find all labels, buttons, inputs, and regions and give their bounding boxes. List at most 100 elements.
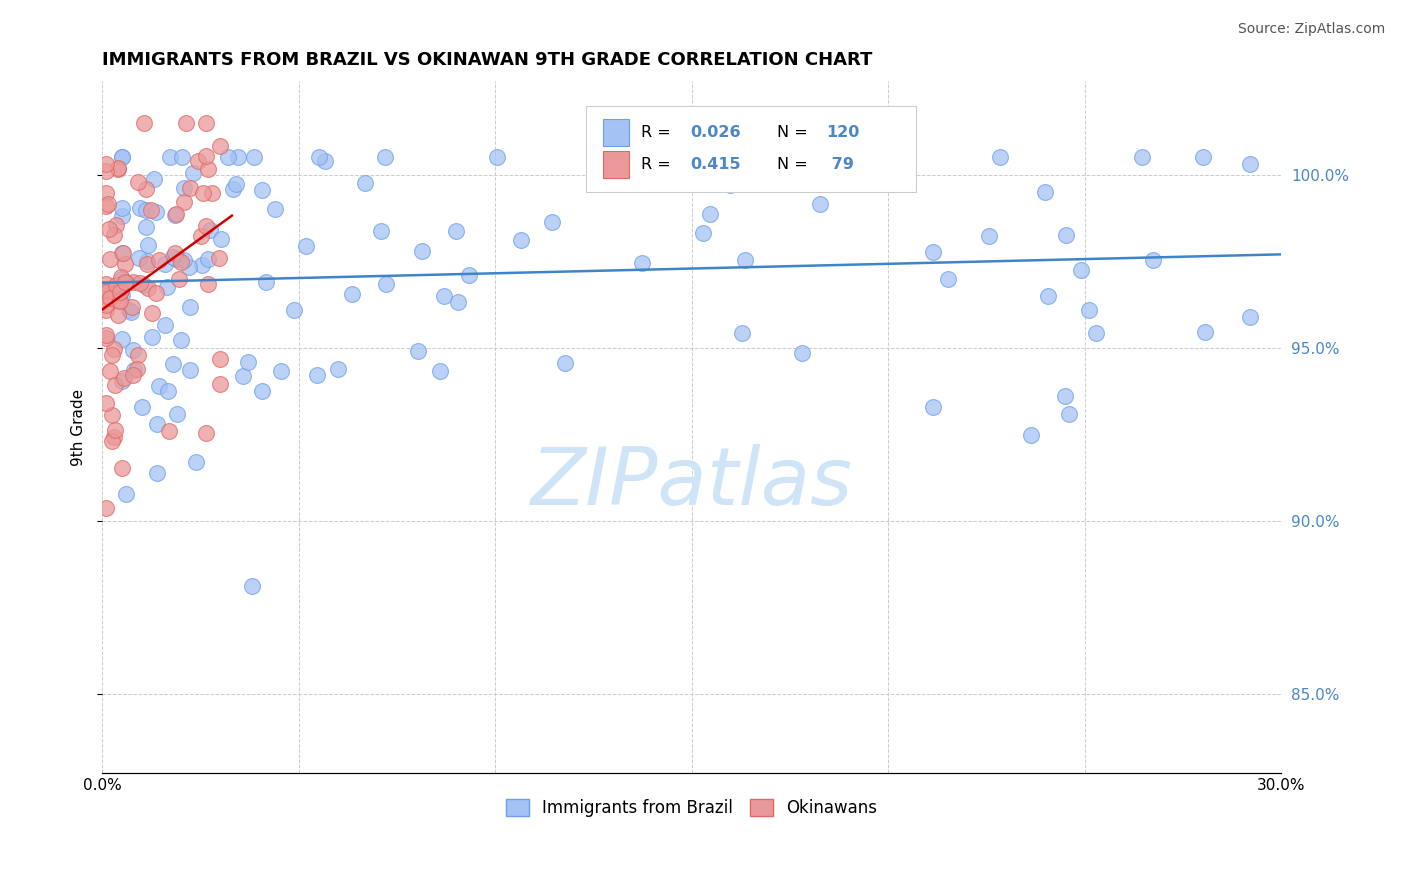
Point xyxy=(108,294,131,309)
Point xyxy=(165,252,187,266)
Point xyxy=(107,161,129,176)
Point xyxy=(209,352,232,367)
Point xyxy=(148,253,170,268)
Point xyxy=(118,303,141,318)
Point xyxy=(179,300,201,314)
Point xyxy=(162,250,184,264)
Point xyxy=(100,364,122,378)
Point xyxy=(938,271,960,285)
Point xyxy=(183,166,205,180)
Point xyxy=(692,226,714,240)
Point xyxy=(433,289,456,303)
Legend: Immigrants from Brazil, Okinawans: Immigrants from Brazil, Okinawans xyxy=(499,792,884,824)
Point xyxy=(745,151,768,165)
Point xyxy=(111,460,134,475)
Point xyxy=(1019,427,1042,442)
Point xyxy=(201,186,224,200)
Point xyxy=(250,184,273,198)
Point xyxy=(136,257,159,271)
Point xyxy=(1239,310,1261,324)
Point xyxy=(218,151,240,165)
Point xyxy=(122,368,145,383)
Point xyxy=(122,363,145,377)
Text: R =: R = xyxy=(641,157,676,172)
Point xyxy=(107,294,129,309)
Point xyxy=(444,224,467,238)
Point xyxy=(191,258,214,272)
Point xyxy=(111,272,134,286)
Text: 79: 79 xyxy=(827,157,853,172)
Point xyxy=(1130,151,1153,165)
Point xyxy=(173,181,195,195)
Point xyxy=(101,408,124,422)
Point xyxy=(263,202,285,216)
Point xyxy=(132,116,155,130)
Point xyxy=(179,362,201,376)
Point xyxy=(103,342,125,356)
Point xyxy=(135,220,157,235)
Point xyxy=(138,238,160,252)
Point xyxy=(208,139,231,153)
Point xyxy=(166,407,188,421)
Point xyxy=(111,332,134,346)
Point xyxy=(270,364,292,378)
Point xyxy=(135,253,157,268)
Point xyxy=(104,277,127,292)
Point xyxy=(94,501,117,516)
Point xyxy=(94,395,117,409)
Point xyxy=(148,379,170,393)
Point xyxy=(242,151,264,165)
Point xyxy=(1078,303,1101,318)
Point xyxy=(135,203,157,218)
Point xyxy=(873,151,896,165)
Point xyxy=(111,277,134,291)
Point xyxy=(94,327,117,342)
Point xyxy=(94,157,117,171)
Point xyxy=(731,326,754,340)
Point xyxy=(209,232,232,246)
Point xyxy=(114,487,136,501)
Point xyxy=(104,378,127,392)
Point xyxy=(197,277,219,291)
Point xyxy=(374,277,396,291)
Point xyxy=(111,246,134,260)
Text: 0.026: 0.026 xyxy=(690,125,741,140)
Point xyxy=(111,151,134,165)
Point xyxy=(305,368,328,383)
Point xyxy=(94,285,117,300)
Point xyxy=(169,333,191,347)
Point xyxy=(979,229,1001,244)
Point xyxy=(631,256,654,270)
Point xyxy=(145,467,167,481)
Point xyxy=(699,207,721,221)
Point xyxy=(179,180,201,194)
Text: ZIPatlas: ZIPatlas xyxy=(530,443,852,522)
Y-axis label: 9th Grade: 9th Grade xyxy=(72,389,86,466)
Point xyxy=(808,196,831,211)
Point xyxy=(121,300,143,314)
Point xyxy=(225,177,247,191)
Point xyxy=(184,455,207,469)
Point xyxy=(554,356,576,370)
Point xyxy=(94,302,117,317)
Point xyxy=(94,164,117,178)
Point xyxy=(190,228,212,243)
Point xyxy=(129,277,152,291)
Point xyxy=(134,278,156,293)
Point xyxy=(541,215,564,229)
Point xyxy=(208,251,231,265)
Point xyxy=(294,238,316,252)
Point xyxy=(105,219,128,233)
Text: R =: R = xyxy=(641,125,676,140)
Point xyxy=(1239,157,1261,171)
Point xyxy=(142,171,165,186)
Point xyxy=(221,182,243,196)
Point xyxy=(115,276,138,290)
Point xyxy=(179,260,201,275)
Text: 120: 120 xyxy=(827,125,859,140)
Point xyxy=(340,287,363,301)
Point xyxy=(790,345,813,359)
Point xyxy=(155,257,177,271)
Point xyxy=(458,268,481,283)
Text: N =: N = xyxy=(776,157,813,172)
